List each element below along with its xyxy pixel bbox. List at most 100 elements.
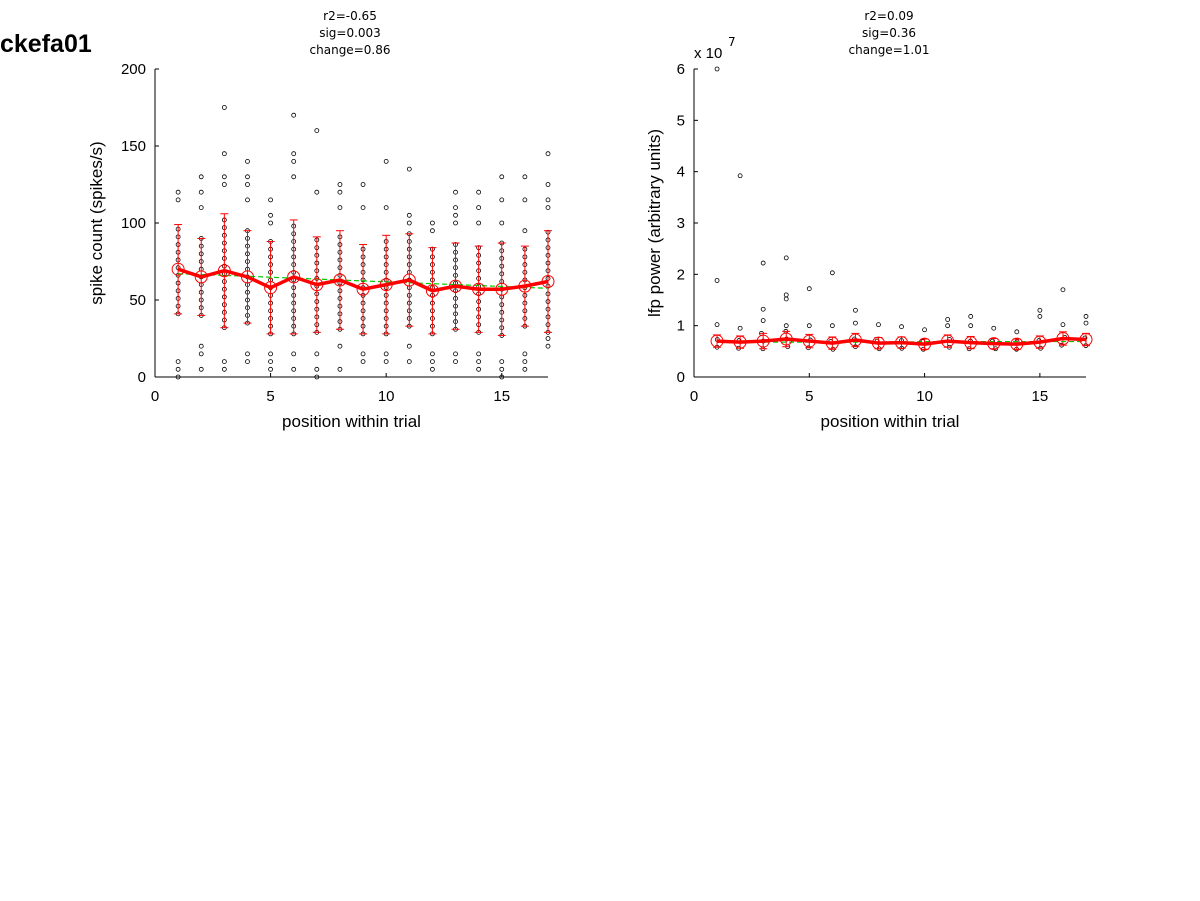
mean-marker — [356, 282, 370, 296]
x-axis-label: position within trial — [821, 412, 960, 431]
mean-marker — [964, 336, 978, 350]
stat-label: change=0.86 — [310, 43, 391, 57]
data-point — [221, 151, 227, 157]
data-point — [453, 205, 458, 211]
data-point — [430, 366, 435, 372]
mean-marker — [941, 334, 955, 348]
data-point — [968, 314, 974, 319]
data-point — [545, 205, 551, 211]
mean-marker — [472, 282, 486, 296]
data-point — [453, 189, 458, 195]
data-point — [991, 325, 997, 331]
data-point — [522, 359, 528, 365]
data-point — [760, 306, 766, 312]
mean-marker — [194, 270, 208, 284]
data-point — [245, 359, 250, 365]
data-point — [968, 323, 974, 329]
data-point — [714, 322, 720, 328]
data-point — [476, 220, 482, 226]
data-point — [783, 323, 789, 329]
data-point — [899, 324, 904, 330]
stat-label: sig=0.36 — [862, 26, 916, 40]
data-point — [198, 351, 204, 357]
data-point — [829, 270, 835, 276]
data-point — [545, 182, 551, 187]
data-point — [783, 292, 789, 298]
data-point — [545, 197, 551, 203]
mean-marker — [264, 281, 278, 295]
data-point — [760, 260, 766, 266]
data-point — [221, 359, 227, 365]
mean-marker — [848, 333, 862, 347]
mean-marker — [518, 279, 532, 293]
mean-marker — [733, 335, 747, 349]
data-point — [360, 182, 366, 187]
data-point — [291, 151, 297, 157]
data-point — [1014, 329, 1020, 335]
data-point — [383, 359, 389, 365]
data-point — [1083, 320, 1089, 326]
data-point — [268, 212, 273, 218]
mean-marker — [779, 332, 793, 346]
stat-label: change=1.01 — [849, 43, 930, 57]
data-point — [430, 351, 435, 357]
data-point — [499, 359, 505, 365]
y-tick-label: 150 — [121, 138, 146, 155]
data-point — [476, 205, 482, 211]
y-tick-label: 200 — [121, 61, 146, 78]
data-point — [221, 105, 227, 110]
data-point — [945, 323, 951, 329]
chart-2: r2=0.09 sig=0.36 change=1.01 0 5 10 15 0 1 2 3 4 5 6 p… — [645, 9, 1093, 431]
data-point — [383, 158, 389, 164]
data-point — [922, 327, 927, 333]
data-point — [406, 359, 412, 365]
data-point — [337, 343, 343, 349]
x-tick-label: 15 — [493, 388, 510, 405]
data-point — [476, 351, 482, 357]
data-point — [314, 128, 320, 134]
data-point — [714, 278, 720, 283]
y-tick-label: 6 — [677, 61, 685, 78]
mean-marker — [871, 336, 885, 350]
mean-marker — [310, 278, 324, 292]
data-point — [430, 228, 435, 234]
data-point — [175, 197, 181, 203]
mean-marker — [825, 336, 839, 350]
mean-marker — [541, 275, 555, 289]
data-point — [383, 351, 389, 357]
page-title: ckefa01 — [0, 30, 92, 58]
data-point — [337, 189, 343, 195]
data-point — [853, 320, 858, 326]
data-point — [853, 307, 858, 313]
x-tick-label: 0 — [690, 388, 698, 405]
y-scale-exponent: 7 — [728, 35, 736, 49]
data-point — [430, 359, 435, 365]
x-tick-label: 5 — [266, 388, 274, 405]
x-tick-label: 10 — [378, 388, 395, 405]
data-point — [806, 286, 812, 292]
stat-label: r2=0.09 — [864, 9, 913, 23]
data-point — [430, 220, 435, 226]
data-point — [760, 318, 766, 323]
data-point — [291, 174, 297, 180]
stat-label: sig=0.003 — [319, 26, 381, 40]
data-point — [360, 205, 366, 211]
data-point — [175, 366, 181, 372]
y-tick-label: 50 — [129, 292, 146, 309]
data-point — [1060, 287, 1066, 293]
data-point — [737, 325, 743, 331]
data-point — [268, 351, 273, 357]
data-point — [499, 197, 505, 203]
x-axis-label: position within trial — [282, 412, 421, 431]
data-point — [714, 66, 720, 72]
data-point — [876, 322, 881, 328]
y-tick-label: 5 — [677, 112, 685, 129]
data-point — [198, 343, 204, 349]
data-point — [406, 343, 412, 349]
mean-marker — [918, 337, 932, 351]
mean-marker — [1033, 335, 1047, 349]
mean-marker — [802, 334, 816, 348]
data-point — [499, 220, 505, 226]
y-tick-label: 2 — [677, 266, 685, 283]
data-point — [1083, 314, 1089, 319]
